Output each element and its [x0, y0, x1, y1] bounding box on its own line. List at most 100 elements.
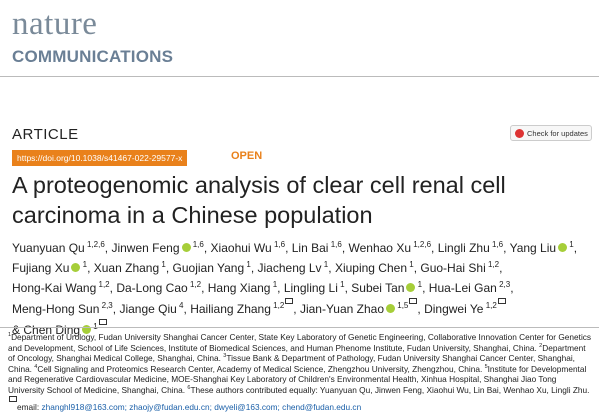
affiliation-numbers: 1,2	[487, 260, 500, 269]
affiliation-text: Department of Oncology, Shanghai Medical…	[8, 342, 586, 364]
affiliation-numbers: 2,3	[101, 301, 113, 310]
author-affiliation: 1	[407, 260, 413, 269]
author-affiliation: 1	[567, 240, 574, 249]
orcid-icon[interactable]	[386, 304, 396, 313]
open-access: OPEN	[231, 150, 263, 162]
author: Jiacheng Lv 1,	[258, 260, 332, 276]
affiliation-number: 1	[8, 332, 12, 339]
author-affiliation: 1	[415, 280, 422, 289]
email-icon-wrap	[8, 395, 17, 408]
separator: ,	[573, 241, 578, 255]
separator: ,	[344, 281, 348, 295]
author-affiliation: 1	[270, 280, 277, 289]
doi-link[interactable]: https://doi.org/10.1038/s41467-022-29577…	[12, 150, 188, 166]
orcid-icon[interactable]	[406, 283, 416, 292]
article-title: A proteogenomic analysis of clear cell r…	[12, 172, 506, 228]
author-affiliation: 1,2,6	[85, 240, 105, 249]
affiliation-numbers: 1	[272, 280, 278, 289]
affiliation-numbers: 4	[179, 301, 184, 310]
author-name: Lingling Li	[283, 281, 338, 295]
affiliation-numbers: 1,2	[189, 280, 202, 289]
affiliation-numbers: 1,2	[485, 301, 497, 310]
separator: ,	[417, 302, 421, 316]
affiliation-numbers: 1,6	[491, 240, 504, 249]
affiliation-numbers: 2,3	[499, 280, 511, 289]
author: Jinwen Feng 1,6,	[111, 241, 208, 256]
email-icon	[409, 298, 418, 304]
separator: ,	[109, 281, 113, 295]
author-affiliation: 2,3	[99, 301, 113, 310]
affiliation-numbers: 1,6	[273, 240, 286, 249]
author: Xiuping Chen 1,	[335, 260, 418, 276]
affiliation-numbers: 1,2,6	[413, 240, 432, 249]
affiliation-numbers: 1	[340, 280, 345, 289]
author: Wenhao Xu 1,2,6,	[349, 240, 435, 256]
separator: ,	[203, 241, 208, 255]
separator: ,	[112, 302, 117, 316]
affiliations: 1Department of Urology, Fudan University…	[8, 332, 593, 412]
author-affiliation: 2,3	[497, 280, 510, 289]
author: Hailiang Zhang 1,2,	[190, 298, 297, 316]
author: & Chen Ding 1	[12, 319, 107, 337]
affiliation-numbers: 1,2,6	[86, 240, 105, 249]
author-name: Yang Liu	[509, 241, 557, 255]
author: Hang Xiang 1,	[208, 280, 281, 296]
author-conjunction: &	[12, 323, 21, 337]
author-name: Xuan Zhang	[93, 261, 160, 275]
separator: ,	[285, 241, 289, 255]
check-updates-label: Check for updates	[527, 128, 588, 138]
author-affiliation: 1,2	[96, 280, 110, 289]
orcid-icon[interactable]	[181, 243, 191, 252]
affiliation-numbers: 1,2	[98, 280, 110, 289]
separator: ,	[341, 241, 346, 255]
affiliation-numbers: 1	[246, 260, 251, 269]
author: Yang Liu 1,	[509, 240, 578, 256]
author-list: Yuanyuan Qu 1,2,6, Jinwen Feng 1,6, Xiao…	[12, 238, 597, 340]
affiliation-text: These authors contributed equally: Yuany…	[190, 384, 590, 395]
email-address[interactable]: zhanghl918@163.com;	[41, 401, 127, 412]
affiliation-text: Tissue Bank & Department of Pathology, F…	[8, 353, 575, 374]
author-affiliation: 1	[159, 260, 166, 269]
author-name: Jinwen Feng	[111, 241, 180, 255]
author-affiliation: 1	[244, 260, 251, 269]
check-updates-button[interactable]: Check for updates	[510, 125, 592, 141]
email-address[interactable]: zhaojy@fudan.edu.cn;	[129, 401, 212, 412]
author-name: Xiaohui Wu	[210, 241, 272, 255]
orcid-icon[interactable]	[558, 243, 568, 252]
affiliation-numbers: 1	[161, 260, 166, 269]
article-type: ARTICLE	[12, 126, 79, 143]
author: Guojian Yang 1,	[173, 260, 255, 276]
author-affiliation: 1,2	[486, 260, 499, 269]
separator: ,	[503, 241, 507, 255]
author: Jiange Qiu 4,	[119, 301, 186, 317]
email-address[interactable]: chend@fudan.edu.cn	[282, 401, 362, 412]
author: Lingling Li 1,	[283, 280, 348, 296]
author-name: Dingwei Ye	[424, 302, 484, 316]
affiliation-numbers: 1,6	[330, 240, 342, 249]
author: Hua-Lei Gan 2,3,	[429, 280, 514, 296]
separator: ,	[413, 261, 418, 275]
affiliation-numbers: 1	[569, 240, 574, 249]
author: Subei Tan 1,	[351, 280, 425, 296]
divider	[0, 327, 599, 328]
email-icon	[497, 298, 506, 304]
journal-logo-bottom: COMMUNICATIONS	[12, 47, 174, 66]
affiliation-numbers: 1	[417, 280, 423, 289]
author-name: Fujiang Xu	[12, 261, 70, 275]
author-affiliation: 1,2	[483, 298, 506, 310]
author-name: Chen Ding	[23, 323, 81, 337]
check-icon	[515, 128, 524, 138]
affiliation-numbers: 1,5	[397, 301, 409, 310]
email-icon	[9, 395, 17, 402]
author-affiliation: 1	[322, 260, 328, 269]
orcid-icon[interactable]	[82, 325, 92, 334]
author-name: Meng-Hong Sun	[12, 302, 100, 316]
author-name: Yuanyuan Qu	[12, 241, 85, 255]
author: Dingwei Ye 1,2	[424, 298, 506, 316]
author-affiliation: 1,6	[328, 240, 342, 249]
separator: ,	[431, 241, 435, 255]
orcid-icon[interactable]	[71, 263, 81, 272]
separator: ,	[201, 281, 205, 295]
email-address[interactable]: dwyeli@163.com;	[214, 401, 280, 412]
